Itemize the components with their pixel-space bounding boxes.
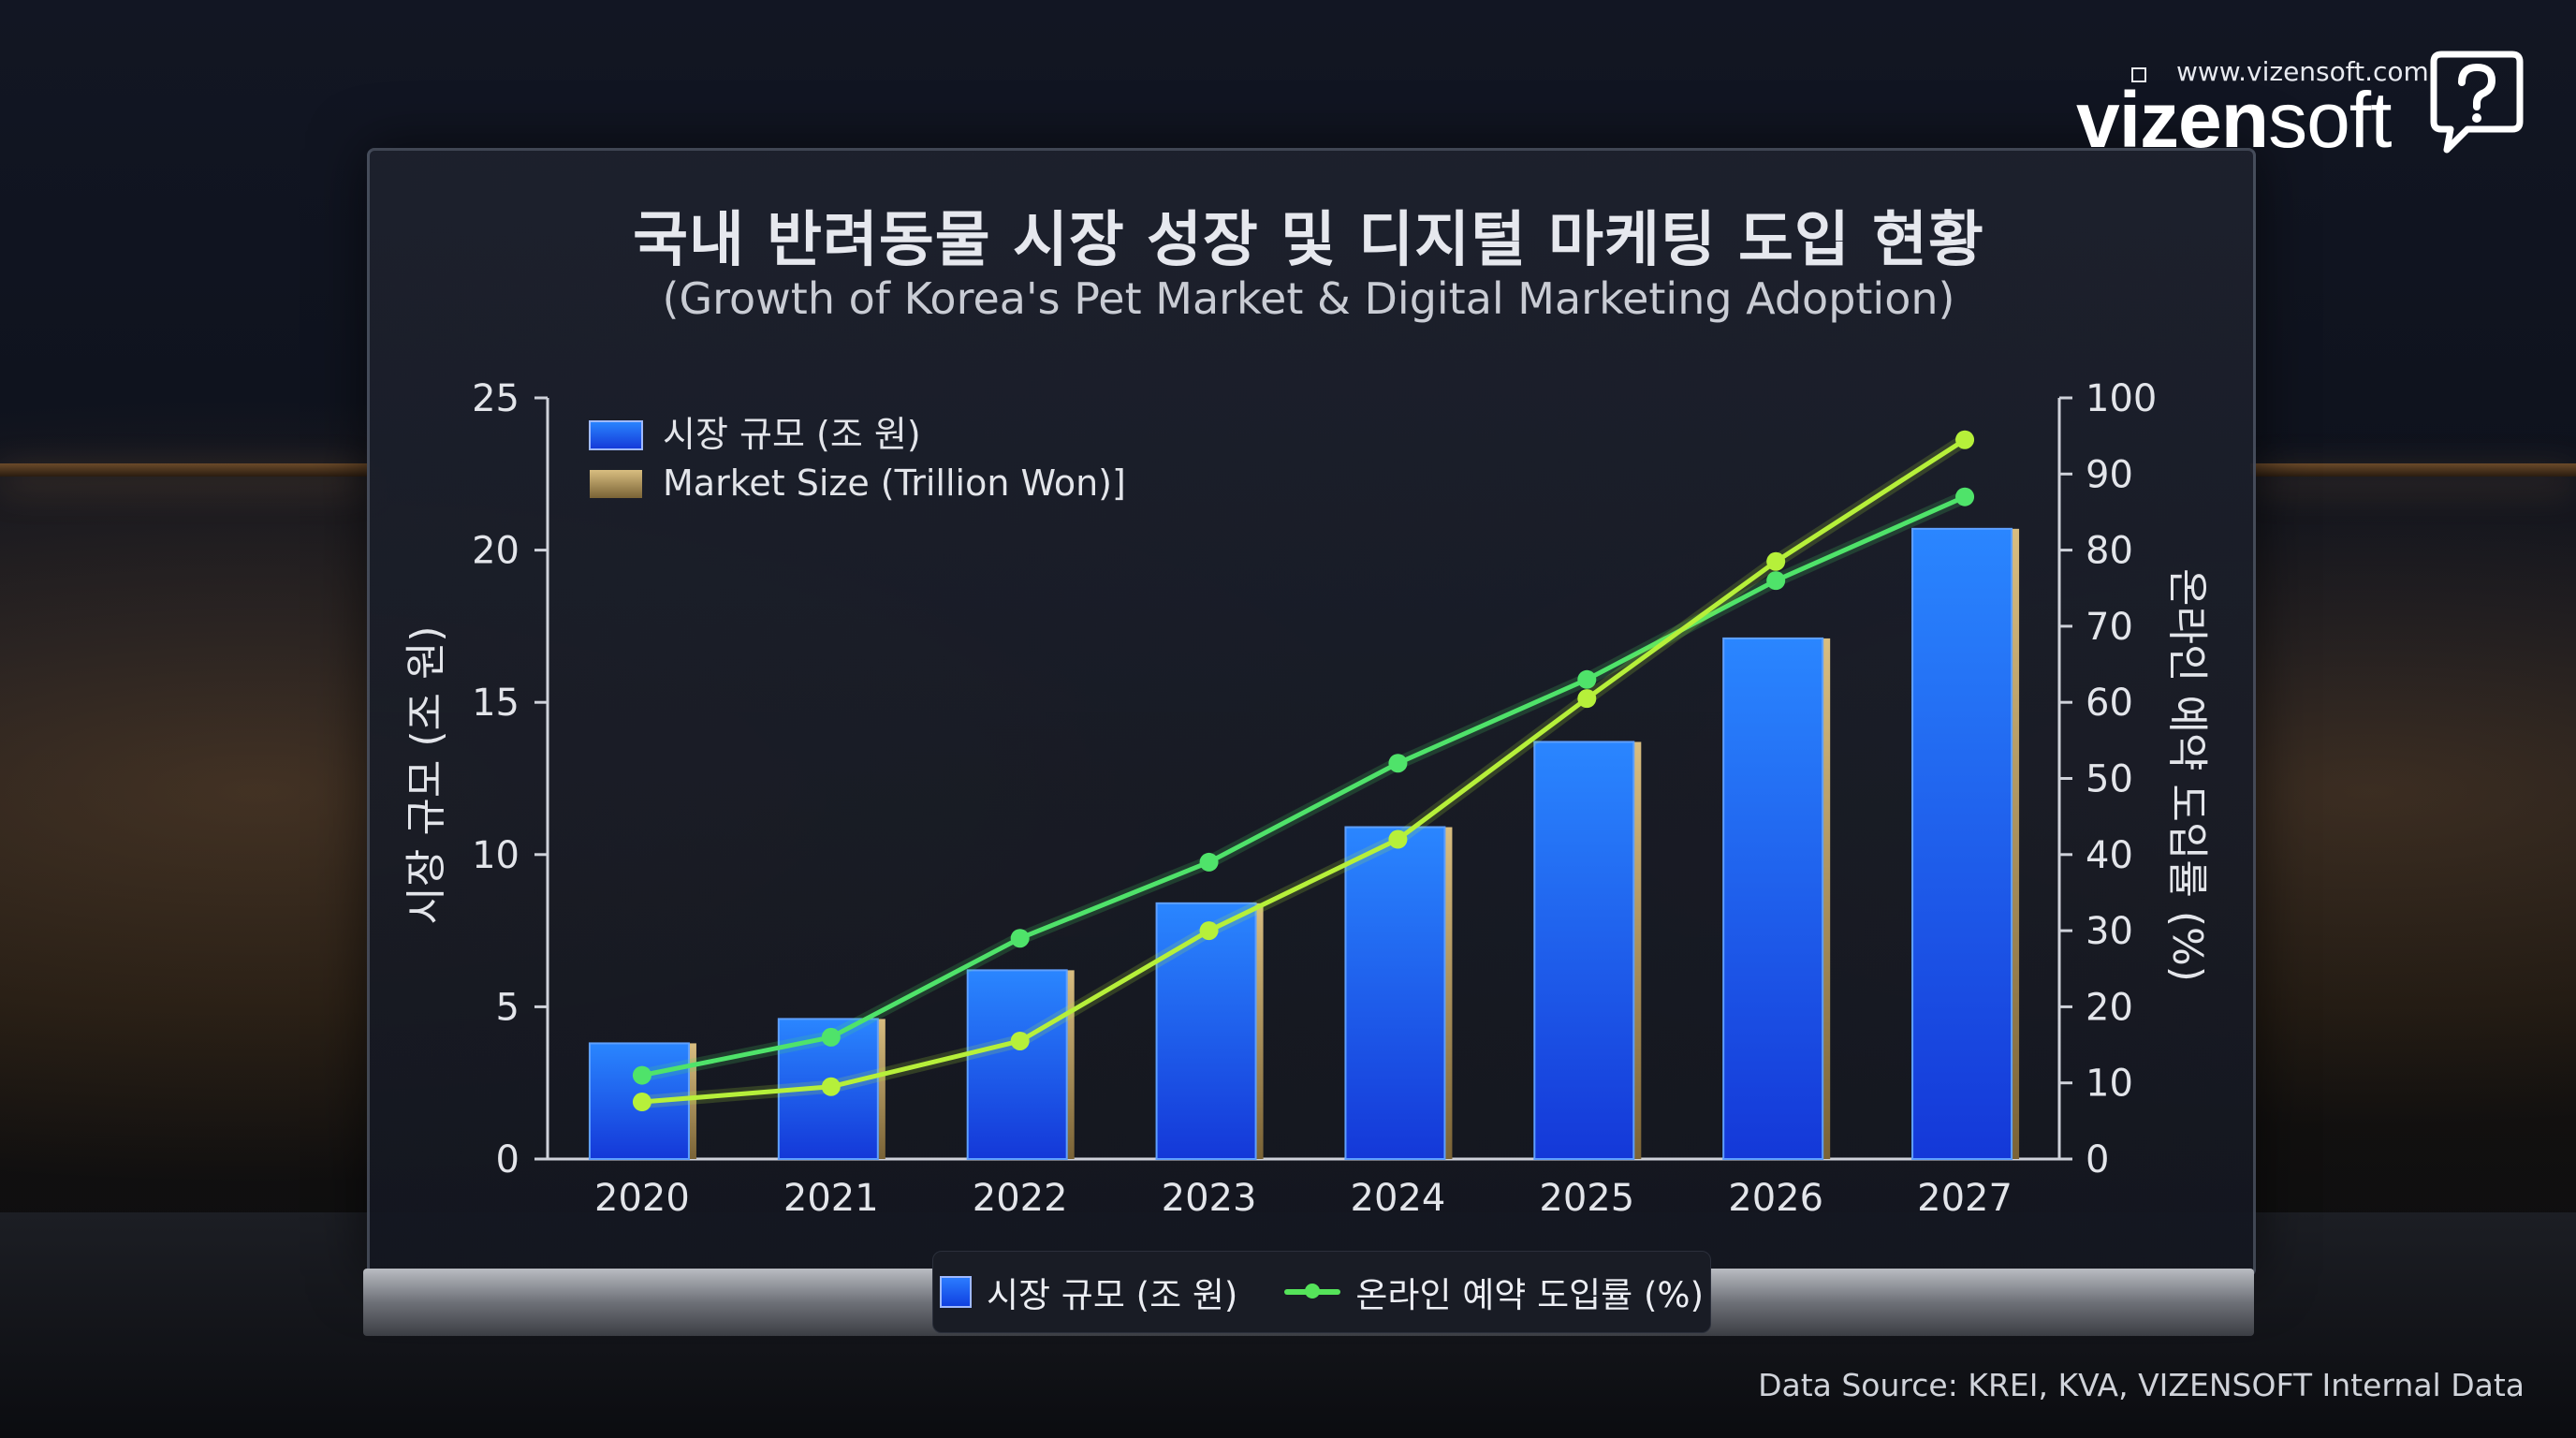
brand-logo: vizensoft <box>2076 75 2393 166</box>
bar-edge <box>1064 970 1075 1159</box>
bar-edge <box>686 1043 696 1159</box>
chart-title: 국내 반려동물 시장 성장 및 디지털 마케팅 도입 현황 <box>633 206 1984 275</box>
series-point <box>1388 754 1408 773</box>
bar-edge <box>2010 528 2020 1159</box>
y-tick-label: 15 <box>472 682 520 725</box>
right-shelf <box>2250 463 2576 477</box>
y2-tick-label: 50 <box>2086 758 2133 801</box>
y-tick-label: 5 <box>496 986 520 1029</box>
series-point <box>1766 571 1786 591</box>
y-tick-label: 20 <box>472 530 520 573</box>
legend-top-label: 시장 규모 (조 원) <box>663 414 921 455</box>
x-tick-label: 2022 <box>973 1177 1068 1220</box>
series-point <box>1199 921 1219 941</box>
bar <box>966 969 1068 1160</box>
y-axis-label: 시장 규모 (조 원) <box>402 625 450 924</box>
series-point <box>821 1077 841 1096</box>
legend-item-line: 온라인 예약 도입률 (%) <box>1284 1267 1704 1317</box>
y2-axis-label: 온라인 예약 도입률 (%) <box>2163 568 2211 982</box>
x-tick-label: 2023 <box>1162 1177 1257 1220</box>
y-tick-label: 0 <box>496 1138 520 1181</box>
legend-item-bar: 시장 규모 (조 원) <box>939 1267 1238 1317</box>
series-point <box>632 1065 651 1085</box>
y2-tick-label: 40 <box>2086 834 2133 877</box>
left-shelf <box>0 463 367 477</box>
series-point <box>1955 487 1975 506</box>
legend-line-label: 온라인 예약 도입률 (%) <box>1355 1275 1705 1315</box>
series-line <box>641 437 1967 1105</box>
brand-url: www.vizensoft.com <box>2176 56 2429 87</box>
legend-gold-swatch-icon <box>590 470 642 498</box>
brand-name-light: soft <box>2268 76 2392 164</box>
chart-subtitle: (Growth of Korea's Pet Market & Digital … <box>662 273 1955 324</box>
series-point <box>632 1093 651 1112</box>
bar <box>1911 527 2013 1160</box>
y-tick-label: 25 <box>472 377 520 420</box>
series-point <box>1199 852 1219 872</box>
legend-bar-label: 시장 규모 (조 원) <box>986 1275 1238 1315</box>
series-point <box>1010 929 1030 948</box>
x-tick-label: 2026 <box>1728 1177 1823 1220</box>
bar-edge <box>1632 741 1642 1159</box>
bottom-legend: 시장 규모 (조 원) 온라인 예약 도입률 (%) <box>932 1251 1711 1333</box>
x-tick-label: 2020 <box>594 1177 690 1220</box>
x-tick-label: 2021 <box>783 1177 879 1220</box>
bar <box>1533 741 1635 1160</box>
series-point <box>1010 1031 1030 1050</box>
series-point <box>1388 829 1408 849</box>
brand-name-bold: vizen <box>2076 76 2269 164</box>
x-tick-label: 2025 <box>1539 1177 1634 1220</box>
brand-square-icon <box>2131 67 2146 82</box>
y2-tick-label: 0 <box>2086 1138 2109 1181</box>
series-point <box>1577 689 1597 709</box>
series-point <box>1766 551 1786 571</box>
y-tick-label: 10 <box>472 834 520 877</box>
y2-tick-label: 90 <box>2086 453 2133 496</box>
legend-top-label: Market Size (Trillion Won)] <box>663 462 1126 504</box>
bar-swatch-icon <box>939 1276 972 1308</box>
y2-tick-label: 20 <box>2086 986 2133 1029</box>
x-tick-label: 2027 <box>1917 1177 2012 1220</box>
y2-tick-label: 70 <box>2086 606 2133 649</box>
data-source: Data Source: KREI, KVA, VIZENSOFT Intern… <box>1758 1367 2525 1403</box>
speech-bubble-question-icon <box>2430 51 2524 154</box>
bar <box>1344 826 1446 1160</box>
bar <box>1722 637 1824 1160</box>
series-point <box>1577 669 1597 689</box>
line-swatch-icon <box>1284 1284 1341 1299</box>
y2-tick-label: 100 <box>2086 377 2157 420</box>
bar-edge <box>875 1019 886 1159</box>
bar <box>1155 902 1257 1160</box>
y2-tick-label: 30 <box>2086 910 2133 953</box>
legend-bar-swatch-icon <box>589 420 643 450</box>
y2-tick-label: 60 <box>2086 682 2133 725</box>
y2-tick-label: 10 <box>2086 1063 2133 1106</box>
series-line <box>641 494 1967 1078</box>
x-tick-label: 2024 <box>1351 1177 1446 1220</box>
bar-edge <box>1253 902 1264 1159</box>
bar-edge <box>1821 638 1831 1159</box>
series-point <box>1955 430 1975 449</box>
series-point <box>821 1027 841 1047</box>
bar-edge <box>1442 827 1453 1159</box>
y2-tick-label: 80 <box>2086 530 2133 573</box>
